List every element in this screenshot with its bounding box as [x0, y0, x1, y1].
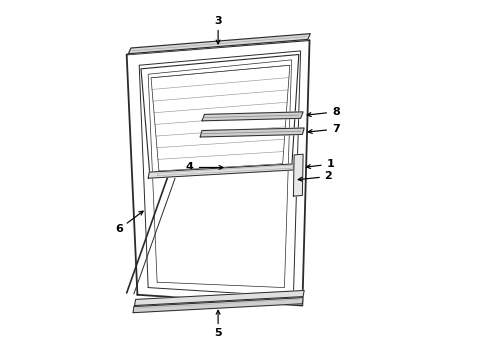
Polygon shape — [148, 164, 294, 178]
Text: 7: 7 — [333, 124, 341, 134]
Polygon shape — [133, 298, 303, 313]
Text: 1: 1 — [326, 159, 334, 169]
Text: 5: 5 — [214, 328, 222, 338]
Polygon shape — [135, 291, 304, 306]
Text: 4: 4 — [186, 162, 194, 172]
Text: 8: 8 — [333, 107, 341, 117]
Polygon shape — [202, 112, 303, 121]
Polygon shape — [294, 154, 303, 196]
Text: 6: 6 — [115, 225, 122, 234]
Text: 2: 2 — [324, 171, 332, 181]
Text: 3: 3 — [214, 17, 222, 27]
Polygon shape — [128, 34, 310, 54]
Polygon shape — [200, 128, 304, 137]
